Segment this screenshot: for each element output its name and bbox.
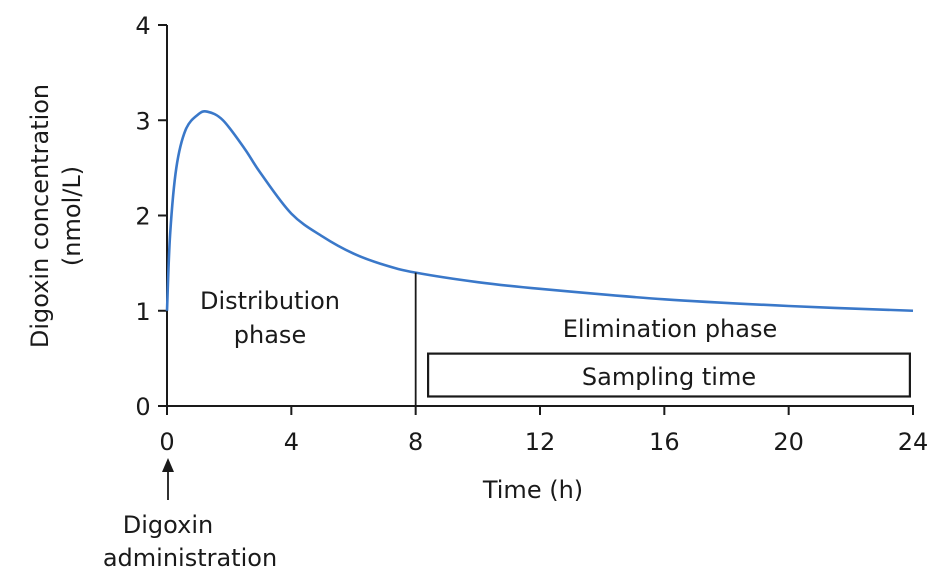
y-axis-label-1: Digoxin concentration bbox=[26, 84, 54, 348]
y-tick-label: 3 bbox=[135, 107, 150, 135]
y-tick-label: 0 bbox=[135, 393, 150, 421]
x-tick-label: 4 bbox=[284, 428, 299, 456]
x-tick-label: 24 bbox=[898, 428, 929, 456]
sampling-time-box bbox=[427, 352, 911, 398]
x-tick-label: 16 bbox=[649, 428, 680, 456]
y-tick-label: 1 bbox=[135, 298, 150, 326]
sampling-time-label: Sampling time bbox=[582, 363, 756, 391]
y-tick-label: 4 bbox=[135, 12, 150, 40]
x-tick-label: 8 bbox=[408, 428, 423, 456]
arrow-label-1: Digoxin bbox=[123, 511, 213, 539]
x-tick-label: 20 bbox=[773, 428, 804, 456]
distribution-label-1: Distribution bbox=[200, 287, 340, 315]
y-axis-label-2: (nmol/L) bbox=[58, 166, 86, 266]
concentration-curve bbox=[165, 110, 914, 313]
x-tick-label: 0 bbox=[159, 428, 174, 456]
arrow-label-2: administration bbox=[103, 544, 277, 572]
x-tick-label: 12 bbox=[525, 428, 556, 456]
x-axis-label: Time (h) bbox=[482, 476, 583, 504]
elimination-label: Elimination phase bbox=[563, 315, 778, 343]
administration-arrow bbox=[162, 458, 174, 500]
y-tick-label: 2 bbox=[135, 203, 150, 231]
distribution-label-2: phase bbox=[234, 321, 306, 349]
